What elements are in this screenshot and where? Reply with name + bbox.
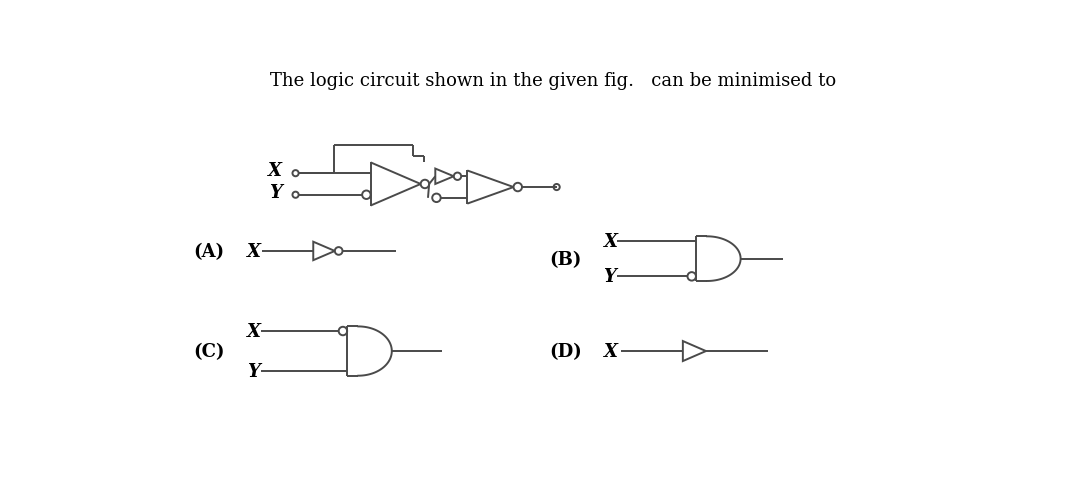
Text: Y: Y (247, 362, 260, 380)
Text: X: X (247, 323, 261, 340)
Text: (D): (D) (550, 343, 582, 360)
Text: (B): (B) (550, 250, 582, 268)
Text: (A): (A) (193, 243, 225, 261)
Text: Y: Y (604, 268, 617, 286)
Text: The logic circuit shown in the given fig.   can be minimised to: The logic circuit shown in the given fig… (270, 72, 837, 90)
Text: X: X (247, 243, 261, 261)
Text: X: X (604, 343, 618, 360)
Text: Y: Y (269, 183, 282, 201)
Text: X: X (604, 232, 618, 250)
Text: X: X (268, 162, 282, 180)
Text: (C): (C) (193, 343, 225, 360)
